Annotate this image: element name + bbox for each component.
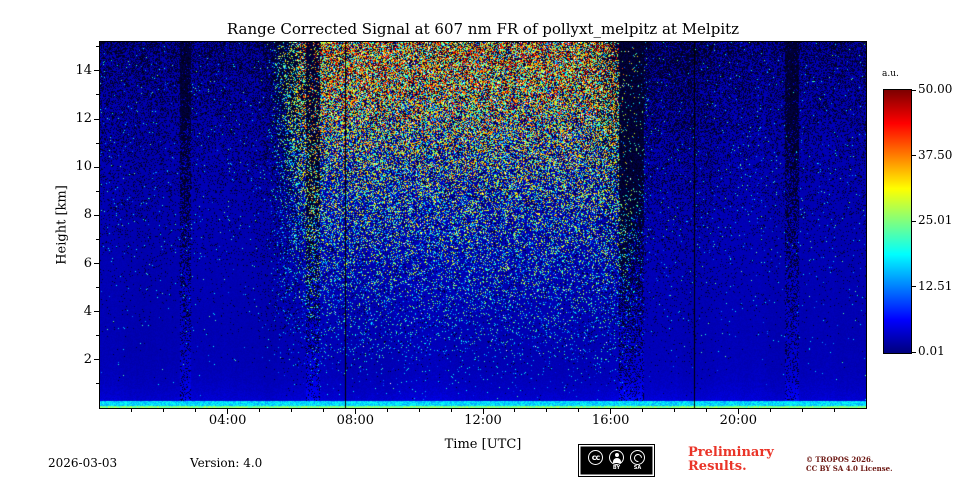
y-axis-label: Height [km] [54,185,70,265]
plot-area [99,41,867,409]
preliminary-line1: Preliminary [688,445,774,460]
chart-title: Range Corrected Signal at 607 nm FR of p… [226,20,740,38]
x-minor-tick [259,409,261,412]
x-minor-tick [801,409,803,412]
y-major-tick [94,70,99,72]
x-major-tick [482,409,484,414]
x-minor-tick [674,409,675,412]
cc-icon: cc [588,450,603,465]
x-tick-label: 08:00 [336,413,375,428]
x-tick-label: 20:00 [719,413,758,428]
y-tick-label: 10 [75,159,92,175]
y-major-tick [94,214,99,216]
colorbar-tick [912,220,916,222]
y-minor-tick [96,335,99,337]
cc-license-badge: cc BY SA [578,444,655,477]
colorbar-tick-label: 12.51 [918,278,953,293]
y-major-tick [94,166,99,168]
colorbar [883,89,912,354]
colorbar-tick-label: 37.50 [918,147,953,162]
by-sublabel: BY [612,465,621,471]
sa-arrow-icon [630,450,645,465]
x-minor-tick [131,409,133,412]
person-head [614,453,619,457]
x-minor-tick [769,409,771,412]
copyright-note: © TROPOS 2026. CC BY SA 4.0 License. [806,455,893,473]
copyright-line1: © TROPOS 2026. [806,455,874,464]
y-tick-label: 2 [83,351,92,367]
x-major-tick [610,409,612,414]
colorbar-tick [912,89,916,91]
y-minor-tick [96,190,99,192]
y-tick-label: 8 [83,207,92,223]
x-minor-tick [705,409,707,412]
x-minor-tick [578,409,580,412]
sa-column: SA [630,450,645,471]
person-body [612,458,621,463]
colorbar-tick-label: 0.01 [918,344,945,358]
colorbar-tick [912,286,916,287]
x-minor-tick [386,409,388,412]
sa-arc [631,451,644,464]
preliminary-results-note: Preliminary Results. [688,446,774,474]
colorbar-tick-label: 50.00 [918,82,953,96]
y-major-tick [94,359,99,361]
x-minor-tick [291,409,292,412]
colorbar-tick [912,155,916,156]
x-minor-tick [322,409,324,412]
x-minor-tick [450,409,452,412]
cc-column: cc [588,450,603,471]
y-tick-label: 14 [75,62,92,78]
y-major-tick [94,263,99,265]
x-major-tick [354,409,356,414]
y-major-tick [94,311,99,313]
y-tick-label: 6 [83,255,92,271]
y-minor-tick [96,238,99,240]
y-minor-tick [96,94,99,96]
colorbar-canvas [884,90,911,353]
x-minor-tick [418,409,420,412]
cc-icon-text: cc [591,452,601,462]
x-minor-tick [163,409,165,412]
sa-sublabel: SA [633,465,642,471]
y-minor-tick [96,287,99,289]
version-label: Version: 4.0 [190,456,263,470]
x-major-tick [227,409,229,414]
y-minor-tick [96,46,99,48]
date-label: 2026-03-03 [48,456,118,470]
x-tick-label: 16:00 [591,413,630,428]
y-minor-tick [96,383,99,385]
preliminary-line2: Results. [688,459,747,474]
x-minor-tick [514,409,516,412]
x-minor-tick [546,409,548,412]
heatmap-canvas [100,42,866,408]
x-axis-label: Time [UTC] [444,437,522,452]
x-minor-tick [642,409,644,412]
colorbar-units-label: a.u. [882,69,899,79]
by-column: BY [609,450,624,471]
colorbar-tick [912,351,916,353]
y-minor-tick [96,142,99,144]
x-major-tick [737,409,739,414]
x-tick-label: 12:00 [464,413,502,428]
x-tick-label: 04:00 [208,413,247,428]
y-major-tick [94,118,99,120]
x-minor-tick [195,409,197,412]
copyright-line2: CC BY SA 4.0 License. [806,464,893,473]
y-tick-label: 4 [83,303,92,319]
x-minor-tick [833,409,835,412]
colorbar-tick-label: 25.01 [918,213,953,227]
y-tick-label: 12 [75,111,92,127]
by-person-icon [609,450,624,465]
